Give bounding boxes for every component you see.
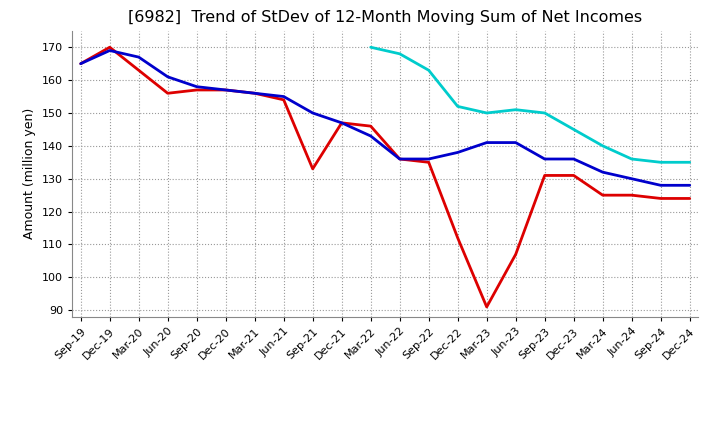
Title: [6982]  Trend of StDev of 12-Month Moving Sum of Net Incomes: [6982] Trend of StDev of 12-Month Moving… <box>128 11 642 26</box>
3 Years <box>338 120 346 125</box>
3 Years <box>454 235 462 241</box>
3 Years <box>366 124 375 129</box>
5 Years <box>308 110 317 116</box>
3 Years <box>541 173 549 178</box>
5 Years <box>482 140 491 145</box>
3 Years <box>657 196 665 201</box>
3 Years <box>105 44 114 50</box>
5 Years <box>163 74 172 80</box>
5 Years <box>338 120 346 125</box>
3 Years <box>424 160 433 165</box>
5 Years <box>395 156 404 161</box>
5 Years <box>511 140 520 145</box>
3 Years <box>221 87 230 92</box>
3 Years <box>135 68 143 73</box>
3 Years <box>598 193 607 198</box>
5 Years <box>76 61 85 66</box>
5 Years <box>657 183 665 188</box>
7 Years <box>541 110 549 116</box>
3 Years <box>482 304 491 310</box>
3 Years <box>251 91 259 96</box>
5 Years <box>251 91 259 96</box>
3 Years <box>685 196 694 201</box>
5 Years <box>192 84 201 89</box>
3 Years <box>279 97 288 103</box>
5 Years <box>627 176 636 181</box>
3 Years <box>570 173 578 178</box>
7 Years <box>685 160 694 165</box>
3 Years <box>511 252 520 257</box>
5 Years <box>366 133 375 139</box>
5 Years <box>685 183 694 188</box>
7 Years <box>511 107 520 112</box>
5 Years <box>105 48 114 53</box>
7 Years <box>657 160 665 165</box>
5 Years <box>570 156 578 161</box>
Line: 7 Years: 7 Years <box>371 47 690 162</box>
3 Years <box>627 193 636 198</box>
7 Years <box>627 156 636 161</box>
5 Years <box>598 169 607 175</box>
7 Years <box>482 110 491 116</box>
5 Years <box>135 55 143 60</box>
7 Years <box>598 143 607 148</box>
5 Years <box>424 156 433 161</box>
7 Years <box>454 104 462 109</box>
Line: 5 Years: 5 Years <box>81 51 690 185</box>
5 Years <box>454 150 462 155</box>
5 Years <box>221 87 230 92</box>
5 Years <box>279 94 288 99</box>
Line: 3 Years: 3 Years <box>81 47 690 307</box>
7 Years <box>366 44 375 50</box>
3 Years <box>192 87 201 92</box>
3 Years <box>395 156 404 161</box>
3 Years <box>163 91 172 96</box>
7 Years <box>395 51 404 56</box>
Y-axis label: Amount (million yen): Amount (million yen) <box>23 108 36 239</box>
7 Years <box>424 68 433 73</box>
5 Years <box>541 156 549 161</box>
3 Years <box>308 166 317 172</box>
7 Years <box>570 127 578 132</box>
3 Years <box>76 61 85 66</box>
